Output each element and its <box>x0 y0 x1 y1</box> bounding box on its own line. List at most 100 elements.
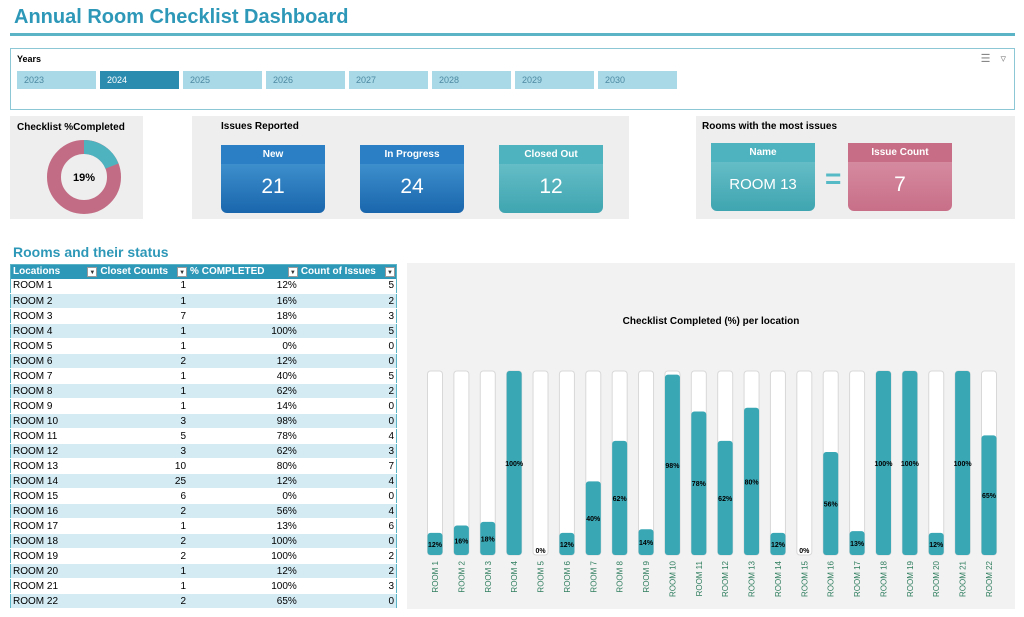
bar-track <box>769 370 786 556</box>
year-button-2028[interactable]: 2028 <box>432 71 511 89</box>
table-row[interactable]: ROOM 15 6 0% 0 <box>10 488 397 504</box>
kpi-new-label: New <box>221 145 325 164</box>
x-tick-label: ROOM 10 <box>668 560 677 597</box>
kpi-closed-out: Closed Out 12 <box>499 145 603 213</box>
table-cell: 1 <box>98 398 189 414</box>
column-header: Closet Counts ▼ <box>98 264 189 279</box>
table-cell: 7 <box>98 308 189 324</box>
kpi-issue-count-label: Issue Count <box>848 143 952 162</box>
x-tick-label: ROOM 22 <box>985 560 994 597</box>
bar <box>744 407 760 555</box>
table-cell: ROOM 3 <box>10 308 99 324</box>
issues-title: Issues Reported <box>221 121 299 132</box>
table-row[interactable]: ROOM 9 1 14% 0 <box>10 398 397 414</box>
table-row[interactable]: ROOM 2 1 16% 2 <box>10 293 397 309</box>
year-button-2027[interactable]: 2027 <box>349 71 428 89</box>
table-row[interactable]: ROOM 22 2 65% 0 <box>10 593 397 609</box>
table-row[interactable]: ROOM 7 1 40% 5 <box>10 368 397 384</box>
filter-dropdown-icon[interactable]: ▼ <box>87 267 98 277</box>
table-row[interactable]: ROOM 6 2 12% 0 <box>10 353 397 369</box>
x-tick-label: ROOM 17 <box>853 560 862 597</box>
column-header-label: Locations <box>13 266 61 278</box>
year-button-2030[interactable]: 2030 <box>598 71 677 89</box>
table-row[interactable]: ROOM 3 7 18% 3 <box>10 308 397 324</box>
checklist-donut: 19% <box>47 140 121 214</box>
table-cell: 65% <box>188 593 299 609</box>
table-row[interactable]: ROOM 19 2 100% 2 <box>10 548 397 564</box>
x-tick-label: ROOM 4 <box>510 560 519 592</box>
table-cell: 1 <box>98 518 189 534</box>
bar <box>664 374 680 555</box>
donut-percent-label: 19% <box>73 172 95 184</box>
table-cell: 3 <box>298 443 397 459</box>
x-tick-label: ROOM 1 <box>431 560 440 592</box>
table-row[interactable]: ROOM 4 1 100% 5 <box>10 323 397 339</box>
column-header-label: % COMPLETED <box>190 266 265 278</box>
years-slicer: Years ☰ ▿ 2023 2024 2025 2026 2027 2028 2029 20… <box>10 48 1015 110</box>
table-row[interactable]: ROOM 12 3 62% 3 <box>10 443 397 459</box>
table-cell: 6 <box>298 518 397 534</box>
clear-filter-icon[interactable]: ▿ <box>1000 53 1006 65</box>
multi-select-icon[interactable]: ☰ <box>980 53 991 65</box>
table-row[interactable]: ROOM 16 2 56% 4 <box>10 503 397 519</box>
x-tick-label: ROOM 20 <box>932 560 941 597</box>
column-header: Count of Issues ▼ <box>298 264 397 279</box>
table-row[interactable]: ROOM 5 1 0% 0 <box>10 338 397 354</box>
dashboard-title: Annual Room Checklist Dashboard <box>14 6 349 28</box>
table-cell: 7 <box>298 458 397 474</box>
table-row[interactable]: ROOM 8 1 62% 2 <box>10 383 397 399</box>
data-label: 12% <box>428 542 443 549</box>
table-row[interactable]: ROOM 21 1 100% 3 <box>10 578 397 594</box>
data-label: 98% <box>665 463 680 470</box>
column-header: Locations ▼ <box>10 264 99 279</box>
table-cell: 1 <box>98 383 189 399</box>
bar-track <box>928 370 945 556</box>
table-cell: 2 <box>298 548 397 564</box>
table-cell: 6 <box>98 488 189 504</box>
table-cell: ROOM 19 <box>10 548 99 564</box>
data-label: 56% <box>824 501 839 508</box>
year-button-2024[interactable]: 2024 <box>100 71 179 89</box>
table-row[interactable]: ROOM 20 1 12% 2 <box>10 563 397 579</box>
table-cell: 2 <box>98 548 189 564</box>
x-tick-label: ROOM 3 <box>484 560 493 592</box>
year-button-2026[interactable]: 2026 <box>266 71 345 89</box>
table-cell: 0 <box>298 338 397 354</box>
year-button-2025[interactable]: 2025 <box>183 71 262 89</box>
table-row[interactable]: ROOM 10 3 98% 0 <box>10 413 397 429</box>
table-cell: 14% <box>188 398 299 414</box>
data-label: 12% <box>929 542 944 549</box>
year-button-2029[interactable]: 2029 <box>515 71 594 89</box>
table-cell: 3 <box>298 308 397 324</box>
table-row[interactable]: ROOM 18 2 100% 0 <box>10 533 397 549</box>
table-row[interactable]: ROOM 14 25 12% 4 <box>10 473 397 489</box>
year-button-2023[interactable]: 2023 <box>17 71 96 89</box>
table-cell: 2 <box>98 593 189 609</box>
table-cell: 0 <box>298 533 397 549</box>
table-cell: 62% <box>188 443 299 459</box>
x-tick-label: ROOM 7 <box>589 560 598 592</box>
table-cell: ROOM 9 <box>10 398 99 414</box>
table-row[interactable]: ROOM 1 1 12% 5 <box>10 278 397 294</box>
table-row[interactable]: ROOM 11 5 78% 4 <box>10 428 397 444</box>
filter-dropdown-icon[interactable]: ▼ <box>385 267 395 277</box>
table-cell: 98% <box>188 413 299 429</box>
table-cell: ROOM 18 <box>10 533 99 549</box>
bar <box>875 371 891 555</box>
x-tick-label: ROOM 19 <box>906 560 915 597</box>
checklist-title: Checklist %Completed <box>17 122 125 133</box>
table-row[interactable]: ROOM 17 1 13% 6 <box>10 518 397 534</box>
column-header-label: Closet Counts <box>100 266 169 278</box>
filter-dropdown-icon[interactable]: ▼ <box>287 267 298 277</box>
table-row[interactable]: ROOM 13 10 80% 7 <box>10 458 397 474</box>
table-cell: 2 <box>298 383 397 399</box>
x-tick-label: ROOM 11 <box>695 560 704 596</box>
table-cell: 3 <box>298 578 397 594</box>
table-cell: 2 <box>298 563 397 579</box>
data-label: 65% <box>982 493 997 500</box>
filter-dropdown-icon[interactable]: ▼ <box>177 267 188 277</box>
x-tick-label: ROOM 18 <box>879 560 888 597</box>
x-tick-label: ROOM 2 <box>457 560 466 592</box>
table-cell: ROOM 15 <box>10 488 99 504</box>
data-label: 13% <box>850 541 865 548</box>
